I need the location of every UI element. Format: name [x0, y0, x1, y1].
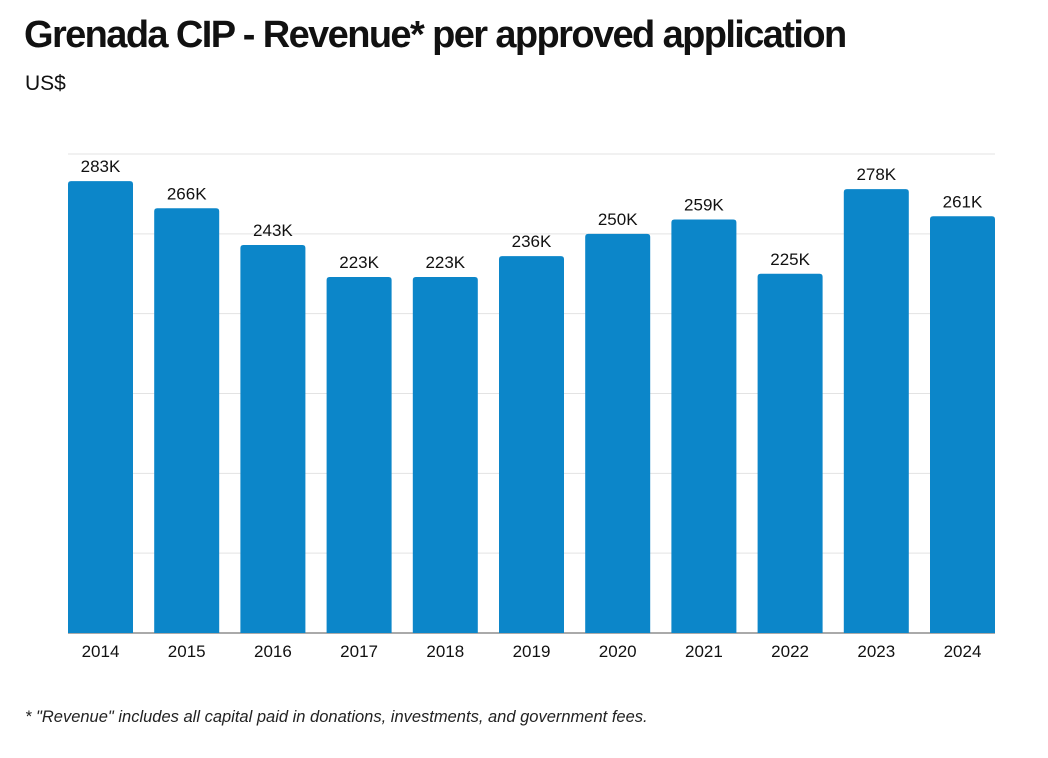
bar-2018[interactable] [412, 276, 478, 633]
x-tick-label-2022: 2022 [771, 642, 809, 661]
bar-2023[interactable] [843, 189, 909, 634]
chart-subtitle: US$ [25, 72, 66, 95]
value-label-2022: 225K [770, 250, 810, 269]
x-tick-label-2021: 2021 [685, 642, 723, 661]
x-tick-label-2015: 2015 [168, 642, 206, 661]
value-label-2015: 266K [167, 184, 207, 203]
footnote: * "Revenue" includes all capital paid in… [25, 708, 648, 726]
bar-2017[interactable] [326, 276, 392, 633]
value-label-2020: 250K [598, 210, 638, 229]
value-label-2021: 259K [684, 195, 724, 214]
value-label-2023: 278K [856, 165, 896, 184]
value-label-2019: 236K [512, 232, 552, 251]
bar-chart: 283K 266K 243K 223K 223K 236K 250K 259K 225K 278K… [68, 153, 995, 661]
bars [68, 181, 995, 634]
bar-2024[interactable] [930, 216, 995, 633]
x-axis-tick-labels: 2014 2015 2016 2017 2018 2019 2020 2021 2022 2023… [82, 642, 982, 661]
value-label-2017: 223K [339, 253, 379, 272]
x-tick-label-2023: 2023 [857, 642, 895, 661]
value-label-2016: 243K [253, 221, 293, 240]
bar-2016[interactable] [240, 245, 306, 633]
bar-2022[interactable] [757, 273, 823, 633]
x-tick-label-2019: 2019 [513, 642, 551, 661]
bar-2021[interactable] [671, 219, 737, 634]
x-tick-label-2017: 2017 [340, 642, 378, 661]
bar-2019[interactable] [499, 256, 564, 633]
value-labels: 283K 266K 243K 223K 223K 236K 250K 259K 225K 278K… [81, 157, 983, 272]
bar-2020[interactable] [585, 233, 651, 634]
value-label-2024: 261K [943, 192, 983, 211]
chart-title: Grenada CIP - Revenue* per approved appl… [24, 14, 847, 56]
x-tick-label-2014: 2014 [82, 642, 120, 661]
x-tick-label-2016: 2016 [254, 642, 292, 661]
x-tick-label-2020: 2020 [599, 642, 637, 661]
bar-2015[interactable] [154, 208, 220, 633]
value-label-2018: 223K [425, 253, 465, 272]
value-label-2014: 283K [81, 157, 121, 176]
x-tick-label-2024: 2024 [944, 642, 982, 661]
x-tick-label-2018: 2018 [426, 642, 464, 661]
bar-2014[interactable] [68, 181, 133, 634]
